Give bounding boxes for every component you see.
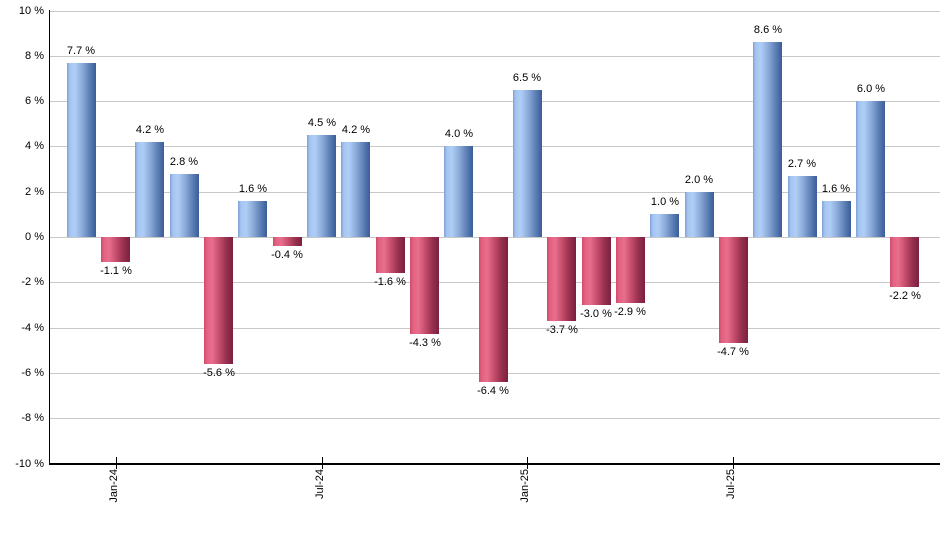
- bar-value-label-Oct-25: 1.6 %: [821, 183, 851, 195]
- bar-value-label-Dec-23: 7.7 %: [66, 45, 96, 57]
- x-tick-label-Jan-25: Jan-25: [519, 469, 531, 503]
- bar-Sep-25[interactable]: [788, 176, 817, 237]
- bar-Apr-25[interactable]: [616, 237, 645, 303]
- bar-value-label-Oct-24: -4.3 %: [409, 337, 441, 349]
- gridline-10pct: [49, 11, 940, 12]
- bar-value-label-Feb-24: 4.2 %: [135, 124, 165, 136]
- bar-Dec-25[interactable]: [890, 237, 919, 287]
- y-tick-label: 2 %: [25, 186, 44, 198]
- y-tick-label: -10 %: [15, 458, 44, 470]
- bar-Nov-25[interactable]: [856, 101, 885, 237]
- bar-value-label-Jul-24: 4.5 %: [307, 117, 337, 129]
- bar-Jul-24[interactable]: [307, 135, 336, 237]
- bar-value-label-Jun-24: -0.4 %: [271, 249, 303, 261]
- y-tick-label: -2 %: [21, 276, 44, 288]
- bar-value-label-Nov-24: 4.0 %: [444, 128, 474, 140]
- bar-value-label-Apr-24: -5.6 %: [203, 367, 235, 379]
- bar-Sep-24[interactable]: [376, 237, 405, 273]
- bar-value-label-May-25: 1.0 %: [650, 196, 680, 208]
- bar-Nov-24[interactable]: [444, 146, 473, 237]
- bar-May-25[interactable]: [650, 214, 679, 237]
- y-tick-label: 4 %: [25, 140, 44, 152]
- y-tick-label: -6 %: [21, 367, 44, 379]
- x-tick-mark-Jan-24: [116, 457, 117, 469]
- bar-Apr-24[interactable]: [204, 237, 233, 364]
- bar-value-label-May-24: 1.6 %: [238, 183, 268, 195]
- bar-value-label-Feb-25: -3.7 %: [546, 324, 578, 336]
- bar-value-label-Sep-24: -1.6 %: [374, 276, 406, 288]
- x-tick-mark-Jul-24: [322, 457, 323, 469]
- gridline-2pct: [49, 192, 940, 193]
- bar-value-label-Jun-25: 2.0 %: [684, 174, 714, 186]
- bar-value-label-Mar-24: 2.8 %: [169, 156, 199, 168]
- bar-value-label-Apr-25: -2.9 %: [614, 306, 646, 318]
- gridline-8pct: [49, 56, 940, 57]
- bar-Jun-24[interactable]: [273, 237, 302, 246]
- bar-May-24[interactable]: [238, 201, 267, 237]
- bar-Feb-25[interactable]: [547, 237, 576, 321]
- x-tick-mark-Jan-25: [527, 457, 528, 469]
- bar-Oct-24[interactable]: [410, 237, 439, 334]
- bar-value-label-Jul-25: -4.7 %: [717, 346, 749, 358]
- bar-value-label-Aug-24: 4.2 %: [341, 124, 371, 136]
- x-tick-label-Jul-24: Jul-24: [314, 469, 326, 499]
- x-tick-label-Jul-25: Jul-25: [725, 469, 737, 499]
- gridline--8pct: [49, 418, 940, 419]
- bar-Oct-25[interactable]: [822, 201, 851, 237]
- bar-Dec-24[interactable]: [479, 237, 508, 382]
- y-tick-label: -8 %: [21, 412, 44, 424]
- bar-value-label-Jan-24: -1.1 %: [100, 265, 132, 277]
- x-axis-line: [49, 463, 940, 465]
- bar-value-label-Jan-25: 6.5 %: [512, 72, 542, 84]
- bar-value-label-Dec-24: -6.4 %: [477, 385, 509, 397]
- y-tick-label: 8 %: [25, 50, 44, 62]
- bar-Jan-24[interactable]: [101, 237, 130, 262]
- x-tick-mark-Jul-25: [733, 457, 734, 469]
- y-tick-label: 10 %: [18, 5, 44, 17]
- gridline-4pct: [49, 146, 940, 147]
- y-tick-label: -4 %: [21, 322, 44, 334]
- bar-Jul-25[interactable]: [719, 237, 748, 343]
- bar-Mar-24[interactable]: [170, 174, 199, 237]
- bar-Jun-25[interactable]: [685, 192, 714, 237]
- bar-value-label-Aug-25: 8.6 %: [753, 24, 783, 36]
- y-tick-label: 0 %: [25, 231, 44, 243]
- bar-Aug-24[interactable]: [341, 142, 370, 237]
- bar-Mar-25[interactable]: [582, 237, 611, 305]
- y-axis-line: [49, 10, 50, 465]
- bar-value-label-Nov-25: 6.0 %: [856, 83, 886, 95]
- y-tick-label: 6 %: [25, 95, 44, 107]
- bar-value-label-Mar-25: -3.0 %: [580, 308, 612, 320]
- bar-value-label-Sep-25: 2.7 %: [787, 158, 817, 170]
- bar-Dec-23[interactable]: [67, 63, 96, 237]
- gridline-6pct: [49, 101, 940, 102]
- bar-Aug-25[interactable]: [753, 42, 782, 237]
- x-tick-label-Jan-24: Jan-24: [108, 469, 120, 503]
- bar-Jan-25[interactable]: [513, 90, 542, 237]
- bar-Feb-24[interactable]: [135, 142, 164, 237]
- bar-value-label-Dec-25: -2.2 %: [889, 290, 921, 302]
